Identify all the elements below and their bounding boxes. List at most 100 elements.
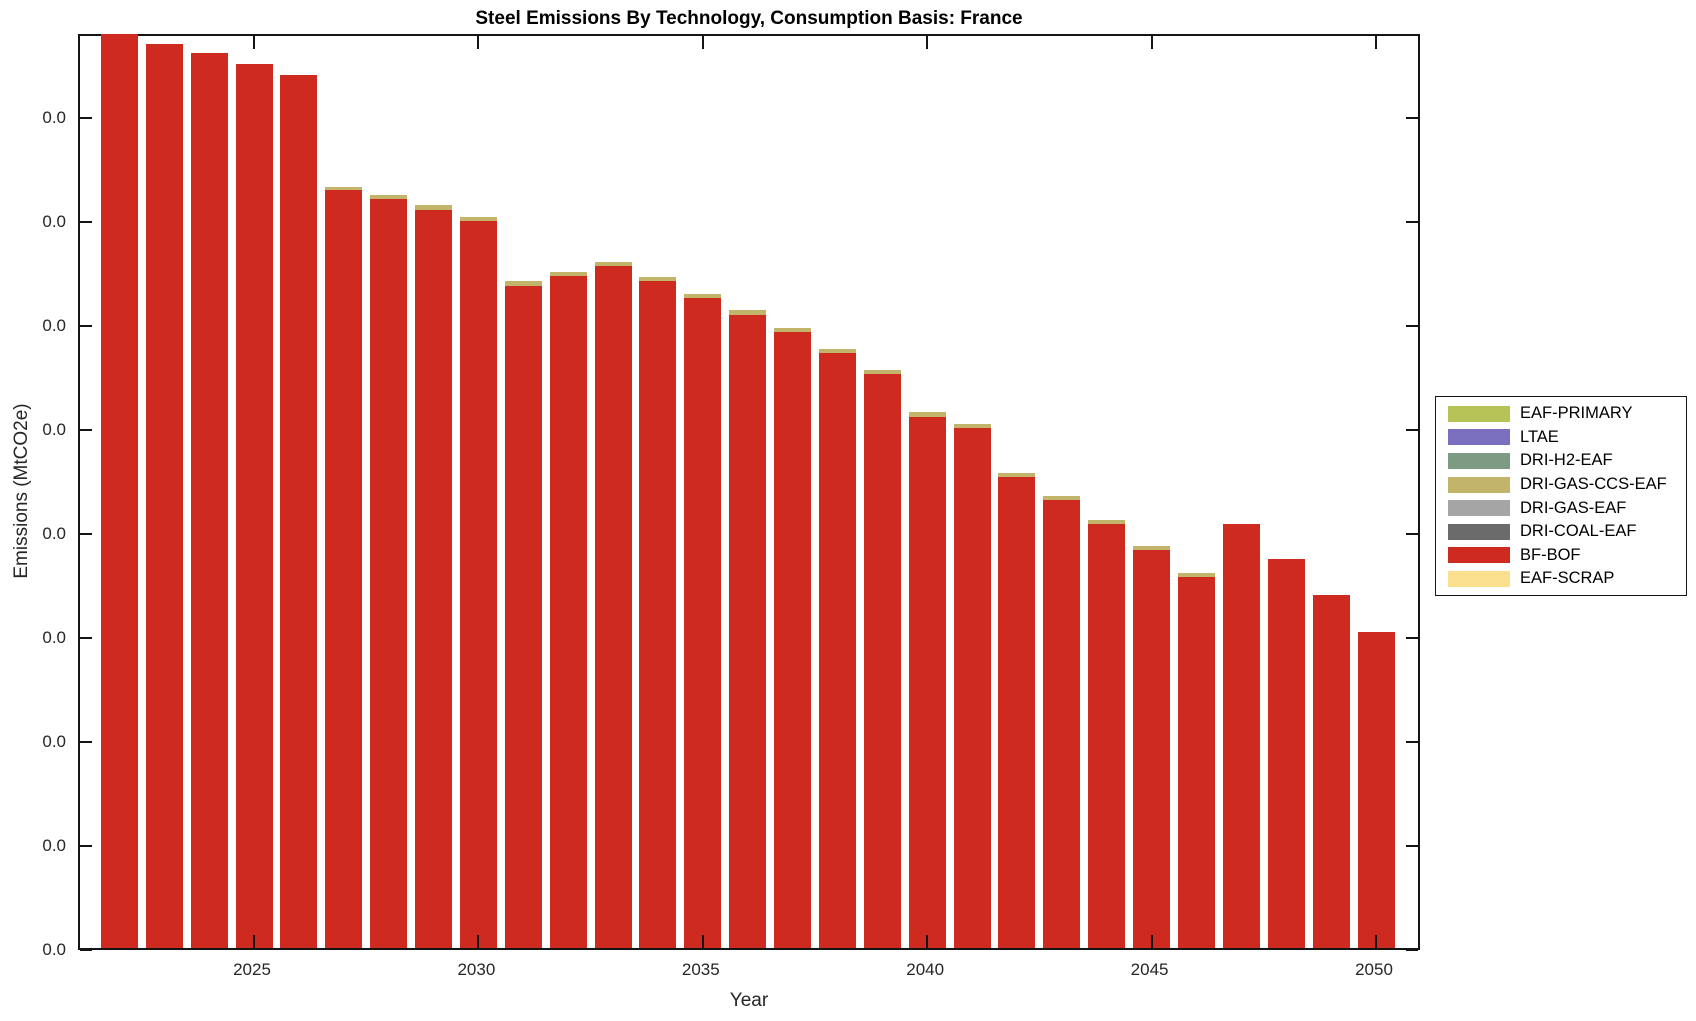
legend-swatch-eaf-scrap	[1448, 570, 1510, 587]
bar-2038-bf-bof	[818, 353, 856, 948]
y-tick-label: 0.0	[42, 628, 66, 647]
y-tick-left	[80, 741, 92, 743]
legend-label: EAF-SCRAP	[1520, 569, 1615, 588]
bar-2034-dri-gas-ccs-eaf	[639, 277, 677, 282]
bar-2037-dri-gas-ccs-eaf	[774, 328, 812, 333]
x-tick-bottom	[926, 935, 929, 948]
bar-2045-bf-bof	[1133, 549, 1171, 948]
bar-2037-bf-bof	[774, 332, 812, 948]
y-tick-right	[1406, 429, 1418, 431]
x-tick-top	[1150, 36, 1153, 49]
bar-2042-bf-bof	[998, 476, 1036, 948]
x-tick-top	[477, 36, 480, 49]
legend-swatch-dri-coal-eaf	[1448, 523, 1510, 540]
y-tick-right	[1406, 117, 1418, 119]
x-tick-top	[1375, 36, 1377, 49]
y-tick-right	[1406, 221, 1418, 223]
bar-2032-bf-bof	[549, 276, 587, 948]
y-tick-label: 0.0	[42, 420, 66, 439]
legend-row: DRI-H2-EAF	[1436, 449, 1686, 473]
bar-2032-dri-gas-ccs-eaf	[549, 272, 587, 277]
bar-2044-bf-bof	[1088, 523, 1126, 948]
bar-2044-dri-gas-ccs-eaf	[1088, 519, 1126, 524]
bar-2050-bf-bof	[1357, 631, 1395, 948]
y-tick-left	[80, 949, 92, 951]
bar-2042-dri-gas-ccs-eaf	[998, 472, 1036, 477]
legend-swatch-ltae	[1448, 429, 1510, 446]
x-tick-top	[253, 36, 255, 49]
legend-swatch-eaf-primary	[1448, 405, 1510, 422]
y-tick-label: 0.0	[42, 316, 66, 335]
bar-2030-bf-bof	[459, 221, 497, 948]
bar-2039-dri-gas-ccs-eaf	[863, 369, 901, 374]
bar-2035-dri-gas-ccs-eaf	[684, 293, 722, 298]
legend-label: DRI-GAS-EAF	[1520, 498, 1627, 517]
x-tick-label: 2040	[906, 960, 945, 979]
y-tick-right	[1406, 741, 1418, 743]
bar-2033-bf-bof	[594, 265, 632, 948]
bar-2025-bf-bof	[235, 64, 273, 948]
y-tick-right	[1406, 845, 1418, 847]
bar-2036-dri-gas-ccs-eaf	[729, 310, 767, 315]
y-tick-right	[1406, 637, 1418, 639]
bar-2046-bf-bof	[1177, 576, 1215, 948]
bar-2035-bf-bof	[684, 298, 722, 948]
legend-row: DRI-GAS-CCS-EAF	[1436, 473, 1686, 497]
y-tick-label: 0.0	[42, 940, 66, 959]
x-tick-bottom	[1375, 935, 1377, 948]
bar-2027-bf-bof	[325, 189, 363, 948]
bar-2024-bf-bof	[190, 52, 228, 948]
x-tick-bottom	[253, 935, 255, 948]
plot-area	[78, 34, 1420, 951]
bar-2023-bf-bof	[145, 44, 183, 948]
legend-swatch-dri-h2-eaf	[1448, 452, 1510, 469]
bar-2036-bf-bof	[729, 314, 767, 948]
bar-2028-dri-gas-ccs-eaf	[370, 195, 408, 200]
x-tick-label: 2035	[681, 960, 720, 979]
y-tick-left	[80, 637, 92, 639]
x-tick-label: 2030	[457, 960, 496, 979]
legend-label: BF-BOF	[1520, 545, 1581, 564]
y-axis-label: Emissions (MtCO2e)	[11, 403, 32, 579]
y-tick-left	[80, 325, 92, 327]
bar-2022-bf-bof	[100, 34, 138, 948]
bar-2045-dri-gas-ccs-eaf	[1133, 545, 1171, 550]
x-tick-top	[701, 36, 704, 49]
bar-2049-bf-bof	[1312, 595, 1350, 948]
bar-2029-bf-bof	[415, 209, 453, 948]
x-tick-label: 2025	[233, 960, 271, 979]
legend-swatch-bf-bof	[1448, 547, 1510, 564]
bar-2030-dri-gas-ccs-eaf	[459, 216, 497, 222]
bar-2040-bf-bof	[908, 416, 946, 948]
legend-row: BF-BOF	[1436, 544, 1686, 568]
legend-row: LTAE	[1436, 426, 1686, 450]
bar-2028-bf-bof	[370, 199, 408, 948]
y-tick-right	[1406, 949, 1418, 951]
bar-2034-bf-bof	[639, 281, 677, 948]
y-tick-left	[80, 533, 92, 535]
legend-label: DRI-COAL-EAF	[1520, 522, 1637, 541]
bar-2031-dri-gas-ccs-eaf	[504, 281, 542, 286]
legend-swatch-dri-gas-eaf	[1448, 500, 1510, 517]
bar-2043-dri-gas-ccs-eaf	[1043, 495, 1081, 500]
x-tick-top	[926, 36, 929, 49]
bar-2041-bf-bof	[953, 428, 991, 948]
x-tick-label: 2045	[1130, 960, 1169, 979]
y-tick-right	[1406, 533, 1418, 535]
x-axis-label: Year	[729, 990, 769, 1011]
bar-2029-dri-gas-ccs-eaf	[415, 205, 453, 210]
bar-2038-dri-gas-ccs-eaf	[818, 348, 856, 354]
y-tick-left	[80, 845, 92, 847]
y-tick-label: 0.0	[42, 524, 66, 543]
y-tick-right	[1406, 325, 1418, 327]
legend-swatch-dri-gas-ccs-eaf	[1448, 476, 1510, 493]
bar-2046-dri-gas-ccs-eaf	[1177, 572, 1215, 577]
legend-label: LTAE	[1520, 427, 1559, 446]
bar-2033-dri-gas-ccs-eaf	[594, 261, 632, 266]
y-tick-label: 0.0	[42, 108, 66, 127]
legend: EAF-PRIMARY LTAE DRI-H2-EAF DRI-GAS-CCS-EAF…	[1435, 396, 1687, 596]
y-tick-left	[80, 221, 92, 223]
legend-label: EAF-PRIMARY	[1520, 404, 1633, 423]
bar-2040-dri-gas-ccs-eaf	[908, 412, 946, 417]
